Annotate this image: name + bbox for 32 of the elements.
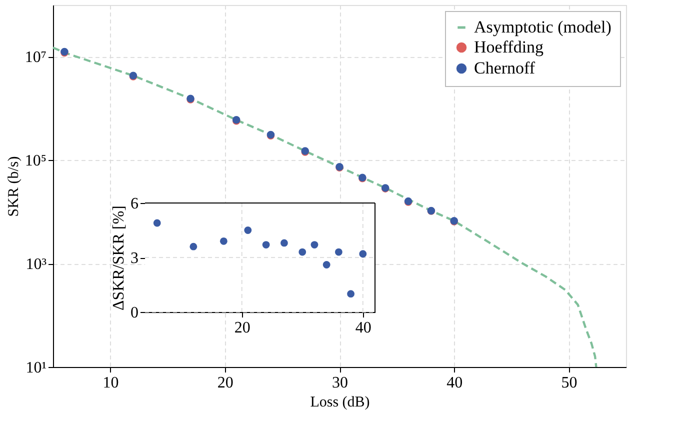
legend-label: Asymptotic (model) xyxy=(474,18,612,36)
x-tick-label: 50 xyxy=(561,374,578,392)
legend-label: Hoeffding xyxy=(474,38,544,56)
legend-label: Chernoff xyxy=(474,58,536,78)
x-tick-label: 10 xyxy=(102,374,119,392)
point xyxy=(190,242,198,250)
x-tick-label: 20 xyxy=(234,320,250,336)
point xyxy=(244,226,252,234)
y-tick-label: 10⁵ xyxy=(24,152,46,170)
y-tick-label: 10⁷ xyxy=(24,49,46,66)
point xyxy=(359,250,367,258)
x-tick-label: 30 xyxy=(332,374,348,392)
y-tick-label: 0 xyxy=(130,304,138,322)
point xyxy=(310,241,318,248)
x-tick-label: 40 xyxy=(446,374,463,392)
x-tick-label: 20 xyxy=(217,374,234,392)
y-tick-label: 10¹ xyxy=(26,360,47,376)
x-tick-label: 40 xyxy=(355,320,372,336)
y-tick-label: 3 xyxy=(130,250,138,267)
point xyxy=(334,248,342,256)
x-axis-title: Loss (dB) xyxy=(310,394,370,410)
y-axis-title: ΔSKR/SKR [%] xyxy=(110,206,128,310)
point xyxy=(298,248,306,256)
point xyxy=(220,237,228,245)
point xyxy=(280,239,288,247)
point xyxy=(153,219,161,227)
point xyxy=(347,290,354,298)
y-tick-label: 6 xyxy=(130,196,138,212)
y-axis-title: SKR (b/s) xyxy=(6,156,22,217)
point xyxy=(322,261,330,268)
point xyxy=(262,241,270,248)
y-tick-label: 10³ xyxy=(26,256,47,274)
